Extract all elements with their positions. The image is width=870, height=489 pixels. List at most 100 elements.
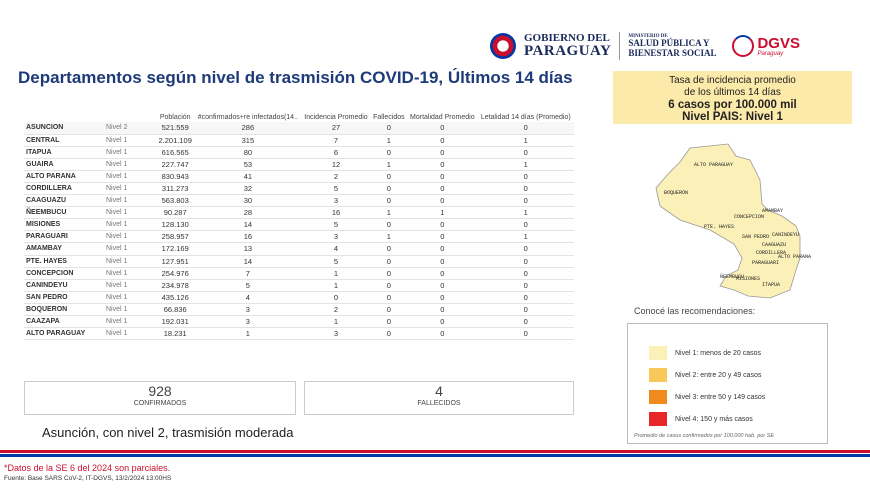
table-row[interactable]: ALTO PARANA Nivel 1 830.943 41 2 0 0 0 <box>24 170 574 183</box>
table-row[interactable]: ÑEEMBUCU Nivel 1 90.287 28 16 1 1 1 <box>24 206 574 220</box>
confirmed-cell: 4 <box>194 291 302 304</box>
table-row[interactable]: CAAZAPA Nivel 1 192.031 3 1 0 0 0 <box>24 315 574 329</box>
table-row[interactable]: ASUNCION Nivel 2 521.559 286 27 0 0 0 <box>24 122 574 135</box>
incidence-cell: 4 <box>301 242 371 256</box>
deaths-cell: 0 <box>370 303 408 317</box>
department-cell: GUAIRA <box>24 158 104 171</box>
department-cell: CAAZAPA <box>24 315 104 329</box>
col-incidencia[interactable]: Incidencia Promedio <box>304 114 368 121</box>
mortality-cell: 0 <box>407 158 478 171</box>
mortality-cell: 0 <box>407 279 478 292</box>
level-cell: Nivel 1 <box>104 230 156 244</box>
lethality-cell: 1 <box>477 206 574 220</box>
paraguay-map-shape[interactable] <box>655 143 801 299</box>
table-row[interactable]: CONCEPCION Nivel 1 254.976 7 1 0 0 0 <box>24 267 574 280</box>
confirmed-cell: 16 <box>194 230 302 244</box>
table-row[interactable]: PARAGUARI Nivel 1 258.957 16 3 1 0 1 <box>24 230 574 244</box>
population-cell: 830.943 <box>156 170 195 183</box>
incidence-cell: 12 <box>301 158 371 171</box>
legend-item: Nivel 1: menos de 20 casos <box>649 346 761 360</box>
table-row[interactable]: ALTO PARAGUAY Nivel 1 18.231 1 3 0 0 0 <box>24 327 574 341</box>
table-row[interactable]: SAN PEDRO Nivel 1 435.126 4 0 0 0 0 <box>24 291 574 304</box>
col-confirmados[interactable]: #confirmados+re infectados(14.. <box>197 114 298 121</box>
department-table: Población #confirmados+re infectados(14.… <box>24 98 574 341</box>
map-label: CORDILLERA <box>756 250 786 256</box>
deaths-cell: 0 <box>370 194 408 208</box>
dgvs-globe-icon <box>732 35 755 57</box>
incidence-cell: 2 <box>301 170 371 183</box>
lethality-cell: 0 <box>477 146 574 159</box>
level-cell: Nivel 1 <box>104 146 156 159</box>
population-cell: 227.747 <box>156 158 195 171</box>
incidence-cell: 5 <box>301 218 371 232</box>
lethality-cell: 0 <box>477 327 574 341</box>
lethality-cell: 0 <box>477 255 574 268</box>
level-cell: Nivel 1 <box>104 206 156 220</box>
map-label: AMAMBAY <box>762 208 783 214</box>
table-row[interactable]: CENTRAL Nivel 1 2.201.109 315 7 1 0 1 <box>24 134 574 147</box>
incidence-cell: 7 <box>301 134 371 147</box>
level-cell: Nivel 1 <box>104 327 156 341</box>
population-cell: 254.976 <box>156 267 195 280</box>
mortality-cell: 0 <box>407 230 478 244</box>
department-cell: CANINDEYU <box>24 279 104 292</box>
mortality-cell: 0 <box>407 170 478 183</box>
table-row[interactable]: GUAIRA Nivel 1 227.747 53 12 1 0 1 <box>24 158 574 171</box>
lethality-cell: 1 <box>477 134 574 147</box>
incidence-rate: 6 casos por 100.000 mil <box>668 99 797 111</box>
table-row[interactable]: CAAGUAZU Nivel 1 563.803 30 3 0 0 0 <box>24 194 574 208</box>
confirmed-cell: 7 <box>194 267 302 280</box>
deaths-cell: 0 <box>370 279 408 292</box>
deaths-cell: 0 <box>370 182 408 196</box>
population-cell: 127.951 <box>156 255 195 268</box>
table-row[interactable]: CORDILLERA Nivel 1 311.273 32 5 0 0 0 <box>24 182 574 196</box>
mortality-cell: 0 <box>407 315 478 329</box>
totals-row: 928 CONFIRMADOS 4 FALLECIDOS <box>24 381 574 415</box>
col-mortalidad[interactable]: Mortalidad Promedio <box>410 114 475 121</box>
asuncion-note: Asunción, con nivel 2, trasmisión modera… <box>42 425 294 440</box>
map-label: ALTO PARANA <box>778 254 811 260</box>
legend-label: Nivel 2: entre 20 y 49 casos <box>675 371 762 379</box>
table-row[interactable]: PTE. HAYES Nivel 1 127.951 14 5 0 0 0 <box>24 255 574 268</box>
page-title: Departamentos según nivel de trasmisión … <box>18 68 573 87</box>
lethality-cell: 0 <box>477 170 574 183</box>
department-cell: ITAPUA <box>24 146 104 159</box>
department-cell: BOQUERON <box>24 303 104 317</box>
col-poblacion[interactable]: Población <box>159 114 191 121</box>
population-cell: 18.231 <box>156 327 195 341</box>
confirmed-cell: 30 <box>194 194 302 208</box>
level-cell: Nivel 1 <box>104 182 156 196</box>
incidence-cell: 5 <box>301 255 371 268</box>
table-row[interactable]: CANINDEYU Nivel 1 234.978 5 1 0 0 0 <box>24 279 574 292</box>
incidence-line1: Tasa de incidencia promedio <box>669 75 796 86</box>
deaths-cell: 1 <box>370 158 408 171</box>
table-row[interactable]: AMAMBAY Nivel 1 172.169 13 4 0 0 0 <box>24 242 574 256</box>
department-cell: PARAGUARI <box>24 230 104 244</box>
table-row[interactable]: MISIONES Nivel 1 128.130 14 5 0 0 0 <box>24 218 574 232</box>
lethality-cell: 0 <box>477 267 574 280</box>
department-cell: ÑEEMBUCU <box>24 206 104 220</box>
col-letalidad[interactable]: Letalidad 14 días (Promedio) <box>480 114 571 121</box>
recommendations-label: Conocé las recomendaciones: <box>634 306 756 316</box>
confirmed-cell: 3 <box>194 303 302 317</box>
map-label: MISIONES <box>736 276 760 282</box>
level-cell: Nivel 1 <box>104 315 156 329</box>
department-cell: ALTO PARAGUAY <box>24 327 104 341</box>
level-cell: Nivel 1 <box>104 279 156 292</box>
lethality-cell: 1 <box>477 158 574 171</box>
population-cell: 616.565 <box>156 146 195 159</box>
table-row[interactable]: BOQUERON Nivel 1 66.836 3 2 0 0 0 <box>24 303 574 317</box>
confirmed-cell: 286 <box>194 122 302 135</box>
department-cell: ASUNCION <box>24 122 104 135</box>
population-cell: 521.559 <box>156 122 195 135</box>
col-fallecidos[interactable]: Fallecidos <box>373 114 405 121</box>
incidence-cell: 1 <box>301 279 371 292</box>
deaths-cell: 0 <box>370 122 408 135</box>
table-row[interactable]: ITAPUA Nivel 1 616.565 80 6 0 0 0 <box>24 146 574 159</box>
mortality-cell: 0 <box>407 134 478 147</box>
mortality-cell: 1 <box>407 206 478 220</box>
gobierno-logo: GOBIERNO DEL PARAGUAY <box>524 32 612 59</box>
legend-label: Nivel 4: 150 y más casos <box>675 415 753 423</box>
mortality-cell: 0 <box>407 194 478 208</box>
map-label: ALTO PARAGUAY <box>694 162 733 168</box>
